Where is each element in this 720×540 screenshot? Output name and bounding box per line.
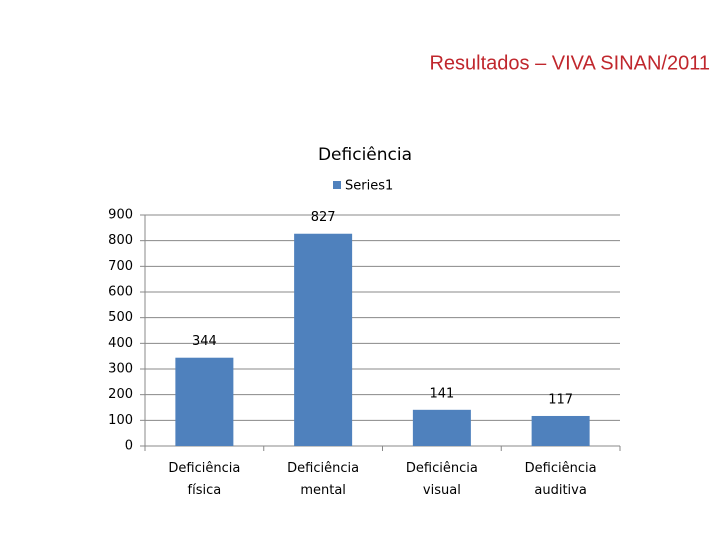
y-tick-label: 900: [108, 208, 133, 223]
y-tick-label: 400: [108, 336, 133, 351]
data-label: 141: [429, 386, 454, 401]
data-label: 344: [192, 334, 217, 349]
y-tick-label: 700: [108, 259, 133, 274]
y-tick-label: 100: [108, 413, 133, 428]
y-tick-label: 500: [108, 310, 133, 325]
slide-title: Resultados – VIVA SINAN/2011: [429, 52, 710, 74]
x-tick-label: Deficiência visual: [406, 461, 478, 498]
bar: [175, 357, 234, 446]
bar: [531, 415, 590, 446]
chart-title: Deficiência: [318, 145, 412, 165]
x-tick-label: Deficiência física: [168, 461, 240, 498]
bar: [412, 409, 471, 446]
bar: [294, 233, 353, 446]
x-tick-label: Deficiência auditiva: [525, 461, 597, 498]
data-label: 117: [548, 392, 573, 407]
legend-swatch: [333, 181, 341, 189]
y-tick-label: 600: [108, 285, 133, 300]
y-tick-label: 300: [108, 362, 133, 377]
legend-label: Series1: [345, 179, 393, 194]
y-tick-label: 200: [108, 387, 133, 402]
x-tick-label: Deficiência mental: [287, 461, 359, 498]
y-tick-label: 0: [125, 439, 133, 454]
data-label: 827: [311, 210, 336, 225]
y-tick-label: 800: [108, 233, 133, 248]
